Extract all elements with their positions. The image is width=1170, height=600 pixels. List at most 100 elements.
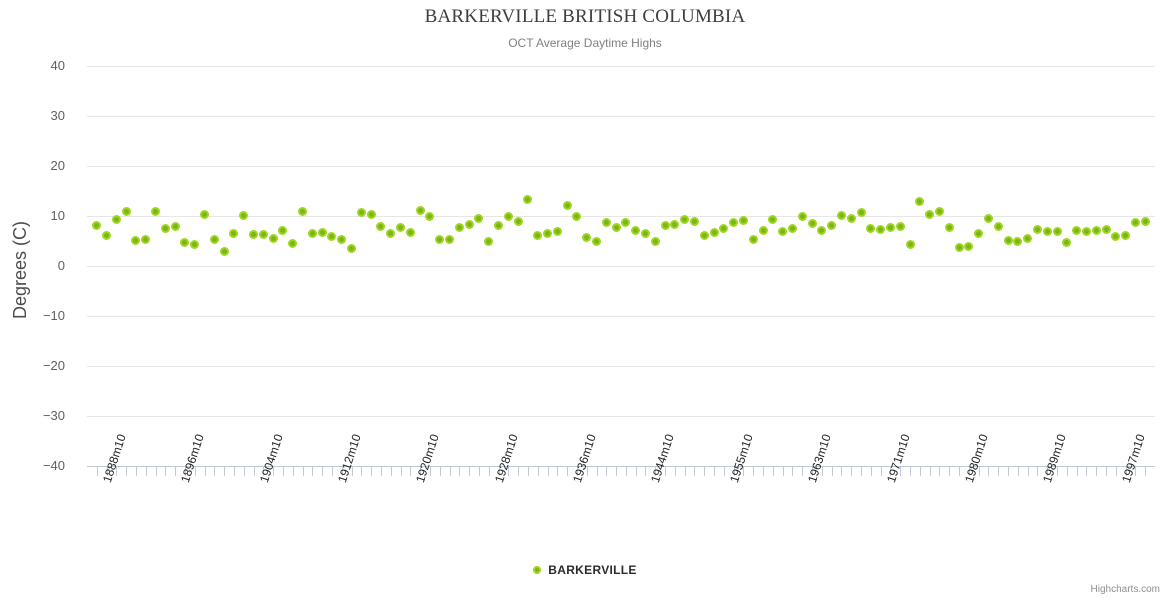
data-point[interactable] bbox=[543, 228, 552, 238]
data-point[interactable] bbox=[160, 224, 170, 233]
data-point[interactable] bbox=[983, 213, 993, 223]
data-point[interactable] bbox=[445, 234, 455, 244]
data-point[interactable] bbox=[670, 219, 680, 229]
data-point[interactable] bbox=[1042, 226, 1052, 236]
data-point[interactable] bbox=[719, 223, 729, 233]
data-point[interactable] bbox=[866, 223, 876, 233]
data-point[interactable] bbox=[778, 227, 788, 236]
data-point[interactable] bbox=[895, 222, 905, 231]
data-point[interactable] bbox=[807, 218, 817, 228]
data-point[interactable] bbox=[121, 207, 131, 216]
data-point[interactable] bbox=[219, 247, 229, 256]
data-point[interactable] bbox=[1111, 231, 1121, 241]
data-point[interactable] bbox=[503, 211, 513, 221]
data-point[interactable] bbox=[621, 217, 631, 227]
data-point[interactable] bbox=[337, 235, 347, 244]
data-point[interactable] bbox=[513, 216, 523, 226]
data-point[interactable] bbox=[1032, 225, 1042, 234]
credits-link[interactable]: Highcharts.com bbox=[1090, 584, 1160, 595]
data-point[interactable] bbox=[827, 220, 837, 230]
data-point[interactable] bbox=[1052, 227, 1062, 236]
data-point[interactable] bbox=[356, 208, 366, 217]
data-point[interactable] bbox=[425, 212, 435, 221]
data-point[interactable] bbox=[650, 237, 660, 246]
data-point[interactable] bbox=[925, 209, 935, 219]
legend-item-barkerville[interactable]: BARKERVILLE bbox=[533, 562, 636, 577]
data-point[interactable] bbox=[934, 206, 944, 216]
data-point[interactable] bbox=[582, 232, 592, 242]
data-point[interactable] bbox=[298, 207, 308, 216]
data-point[interactable] bbox=[209, 234, 219, 244]
data-point[interactable] bbox=[268, 233, 278, 243]
data-point[interactable] bbox=[856, 208, 866, 217]
data-point[interactable] bbox=[249, 230, 259, 239]
data-point[interactable] bbox=[876, 225, 886, 234]
data-point[interactable] bbox=[611, 223, 621, 232]
data-point[interactable] bbox=[709, 228, 719, 237]
data-point[interactable] bbox=[552, 227, 562, 236]
data-point[interactable] bbox=[1130, 218, 1140, 227]
data-point[interactable] bbox=[523, 195, 533, 204]
data-point[interactable] bbox=[111, 215, 121, 224]
data-point[interactable] bbox=[592, 236, 601, 246]
data-point[interactable] bbox=[885, 222, 895, 232]
data-point[interactable] bbox=[680, 214, 690, 224]
data-point[interactable] bbox=[376, 222, 386, 231]
data-point[interactable] bbox=[758, 225, 768, 235]
data-point[interactable] bbox=[729, 218, 739, 227]
data-point[interactable] bbox=[631, 226, 641, 235]
data-point[interactable] bbox=[131, 235, 141, 245]
data-point[interactable] bbox=[1062, 238, 1072, 247]
data-point[interactable] bbox=[278, 226, 288, 235]
data-point[interactable] bbox=[572, 212, 582, 221]
data-point[interactable] bbox=[787, 224, 797, 233]
data-point[interactable] bbox=[1121, 230, 1131, 240]
data-point[interactable] bbox=[454, 223, 464, 232]
data-point[interactable] bbox=[239, 210, 249, 220]
data-point[interactable] bbox=[141, 234, 151, 244]
data-point[interactable] bbox=[102, 231, 112, 240]
data-point[interactable] bbox=[660, 220, 670, 230]
data-point[interactable] bbox=[229, 229, 239, 238]
data-point[interactable] bbox=[1140, 217, 1150, 226]
data-point[interactable] bbox=[1023, 234, 1033, 243]
data-point[interactable] bbox=[915, 196, 925, 206]
data-point[interactable] bbox=[1101, 224, 1111, 234]
data-point[interactable] bbox=[474, 213, 484, 223]
data-point[interactable] bbox=[1091, 225, 1101, 235]
data-point[interactable] bbox=[366, 210, 376, 219]
data-point[interactable] bbox=[151, 206, 161, 216]
data-point[interactable] bbox=[533, 230, 543, 240]
data-point[interactable] bbox=[484, 237, 494, 246]
data-point[interactable] bbox=[327, 231, 337, 241]
data-point[interactable] bbox=[797, 212, 807, 221]
data-point[interactable] bbox=[817, 226, 827, 235]
data-point[interactable] bbox=[601, 218, 611, 227]
data-point[interactable] bbox=[964, 242, 974, 251]
data-point[interactable] bbox=[944, 222, 954, 232]
data-point[interactable] bbox=[415, 205, 425, 215]
data-point[interactable] bbox=[748, 235, 758, 244]
data-point[interactable] bbox=[689, 217, 699, 226]
data-point[interactable] bbox=[905, 239, 915, 249]
data-point[interactable] bbox=[768, 215, 778, 224]
data-point[interactable] bbox=[288, 239, 298, 248]
data-point[interactable] bbox=[562, 201, 572, 210]
data-point[interactable] bbox=[1013, 236, 1023, 246]
data-point[interactable] bbox=[92, 220, 102, 230]
data-point[interactable] bbox=[386, 229, 396, 238]
data-point[interactable] bbox=[347, 243, 357, 253]
data-point[interactable] bbox=[699, 230, 709, 240]
data-point[interactable] bbox=[464, 220, 474, 229]
data-point[interactable] bbox=[738, 215, 748, 225]
data-point[interactable] bbox=[180, 237, 190, 247]
data-point[interactable] bbox=[1081, 226, 1091, 236]
data-point[interactable] bbox=[640, 228, 650, 238]
data-point[interactable] bbox=[258, 229, 268, 239]
data-point[interactable] bbox=[846, 213, 856, 223]
data-point[interactable] bbox=[317, 228, 327, 237]
data-point[interactable] bbox=[494, 220, 504, 230]
data-point[interactable] bbox=[200, 210, 210, 219]
data-point[interactable] bbox=[836, 211, 846, 220]
data-point[interactable] bbox=[1003, 235, 1013, 245]
